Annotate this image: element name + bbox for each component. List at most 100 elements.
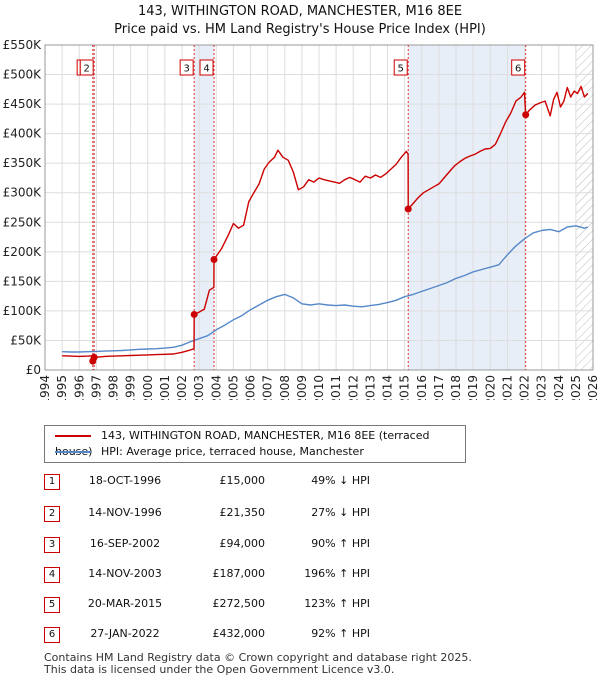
x-tick-label: 2023 [535, 375, 549, 400]
y-tick-label: £200K [3, 245, 43, 259]
table-row: 3 16-SEP-2002 £94,000 90% ↑ HPI [0, 535, 600, 555]
x-tick-label: 1998 [107, 375, 121, 400]
x-tick-label: 2025 [569, 375, 583, 400]
x-tick-label: 1997 [89, 375, 103, 400]
table-row: 6 27-JAN-2022 £432,000 92% ↑ HPI [0, 625, 600, 645]
transaction-price: £15,000 [219, 474, 266, 487]
x-tick-label: 2019 [466, 375, 480, 400]
x-tick-label: 1994 [38, 375, 52, 400]
y-tick-label: £350K [3, 156, 43, 170]
event-badge-6 [511, 59, 526, 76]
event-marker-4 [210, 256, 218, 263]
shaded-range [92, 45, 95, 370]
event-badge-label-6: 6 [515, 64, 521, 75]
transaction-number: 6 [44, 627, 60, 643]
table-row: 5 20-MAR-2015 £272,500 123% ↑ HPI [0, 595, 600, 615]
event-badge-5 [393, 59, 408, 76]
transaction-date: 16-SEP-2002 [89, 537, 161, 550]
property-series-line [62, 85, 589, 359]
y-tick-label: £450K [3, 97, 43, 111]
event-marker-3 [190, 310, 198, 318]
transaction-date: 27-JAN-2022 [90, 627, 160, 640]
y-tick-label: £150K [3, 274, 43, 288]
shaded-range [408, 45, 526, 370]
x-tick-label: 2024 [552, 375, 566, 400]
x-tick-label: 2026 [586, 375, 600, 400]
y-tick-label: £300K [3, 186, 43, 200]
transaction-hpi: 90% ↑ HPI [311, 537, 370, 550]
x-tick-label: 2015 [398, 375, 412, 400]
hpi-series-line [62, 225, 589, 353]
x-tick-label: 2012 [346, 375, 360, 400]
x-tick-label: 2014 [381, 375, 395, 400]
transaction-date: 14-NOV-1996 [88, 506, 162, 519]
x-tick-label: 1996 [72, 375, 86, 400]
x-tick-label: 1995 [55, 375, 69, 400]
x-tick-label: 2020 [483, 375, 497, 400]
hatched-forecast-region [575, 45, 593, 370]
legend: 143, WITHINGTON ROAD, MANCHESTER, M16 8E… [44, 425, 466, 463]
x-tick-label: 2011 [329, 375, 343, 400]
y-tick-label: £250K [3, 215, 43, 229]
legend-swatch-property [55, 435, 91, 437]
event-badge-label-4: 4 [203, 64, 209, 75]
footer-licence: This data is licensed under the Open Gov… [44, 663, 395, 676]
transaction-price: £432,000 [212, 627, 266, 640]
chart-subtitle: Price paid vs. HM Land Registry's House … [114, 22, 486, 37]
transaction-number: 4 [44, 567, 60, 583]
x-tick-label: 1999 [124, 375, 138, 400]
table-row: 1 18-OCT-1996 £15,000 49% ↓ HPI [0, 472, 600, 492]
transaction-date: 18-OCT-1996 [88, 474, 162, 487]
x-tick-label: 2001 [158, 375, 172, 400]
table-row: 2 14-NOV-1996 £21,350 27% ↓ HPI [0, 504, 600, 524]
event-marker-5 [404, 205, 412, 213]
transaction-hpi: 196% ↑ HPI [304, 567, 370, 580]
transaction-hpi: 49% ↓ HPI [311, 474, 370, 487]
event-badge-4 [199, 59, 214, 76]
shaded-range [194, 45, 215, 370]
y-tick-label: £100K [3, 304, 43, 318]
x-tick-label: 2009 [295, 375, 309, 400]
series-group [62, 85, 589, 359]
x-tick-label: 2008 [278, 375, 292, 400]
event-marker-2 [90, 353, 98, 361]
event-marker-6 [522, 111, 530, 119]
y-tick-label: £500K [3, 68, 43, 82]
x-tick-label: 2004 [209, 375, 223, 400]
y-tick-label: £400K [3, 127, 43, 141]
chart-title: 143, WITHINGTON ROAD, MANCHESTER, M16 8E… [137, 4, 463, 19]
transaction-price: £187,000 [212, 567, 266, 580]
transaction-price: £94,000 [219, 537, 266, 550]
transaction-date: 20-MAR-2015 [87, 597, 163, 610]
x-tick-label: 2018 [449, 375, 463, 400]
transaction-hpi: 27% ↓ HPI [311, 506, 370, 519]
event-badge-1 [76, 59, 81, 76]
x-tick-label: 2007 [261, 375, 275, 400]
transaction-number: 1 [44, 474, 60, 490]
y-tick-label: £0 [26, 363, 41, 377]
transaction-number: 5 [44, 597, 60, 613]
price-chart: 2 3 4 5 6 £0 £50K £100K £150K £200K £250K £300K £350… [3, 38, 600, 400]
footer-copyright: Contains HM Land Registry data © Crown c… [44, 651, 472, 664]
legend-item-property: 143, WITHINGTON ROAD, MANCHESTER, M16 8E… [55, 428, 465, 458]
transaction-hpi: 123% ↑ HPI [304, 597, 370, 610]
x-tick-label: 2022 [518, 375, 532, 400]
transaction-number: 2 [44, 506, 60, 522]
event-badge-label-2: 2 [83, 64, 89, 75]
x-tick-label: 2013 [363, 375, 377, 400]
y-tick-label: £50K [10, 333, 42, 347]
x-tick-label: 2016 [415, 375, 429, 400]
x-tick-label: 2006 [244, 375, 258, 400]
legend-label-hpi: HPI: Average price, terraced house, Manc… [101, 445, 364, 458]
x-tick-label: 2010 [312, 375, 326, 400]
transaction-date: 14-NOV-2003 [88, 567, 162, 580]
transaction-price: £272,500 [212, 597, 266, 610]
x-tick-label: 2003 [192, 375, 206, 400]
plot-border [44, 44, 594, 371]
table-row: 4 14-NOV-2003 £187,000 196% ↑ HPI [0, 565, 600, 585]
x-tick-label: 2005 [226, 375, 240, 400]
x-tick-label: 2021 [500, 375, 514, 400]
legend-swatch-hpi [55, 451, 91, 453]
legend-item-hpi: HPI: Average price, terraced house, Manc… [55, 444, 364, 460]
y-tick-label: £550K [3, 38, 43, 52]
